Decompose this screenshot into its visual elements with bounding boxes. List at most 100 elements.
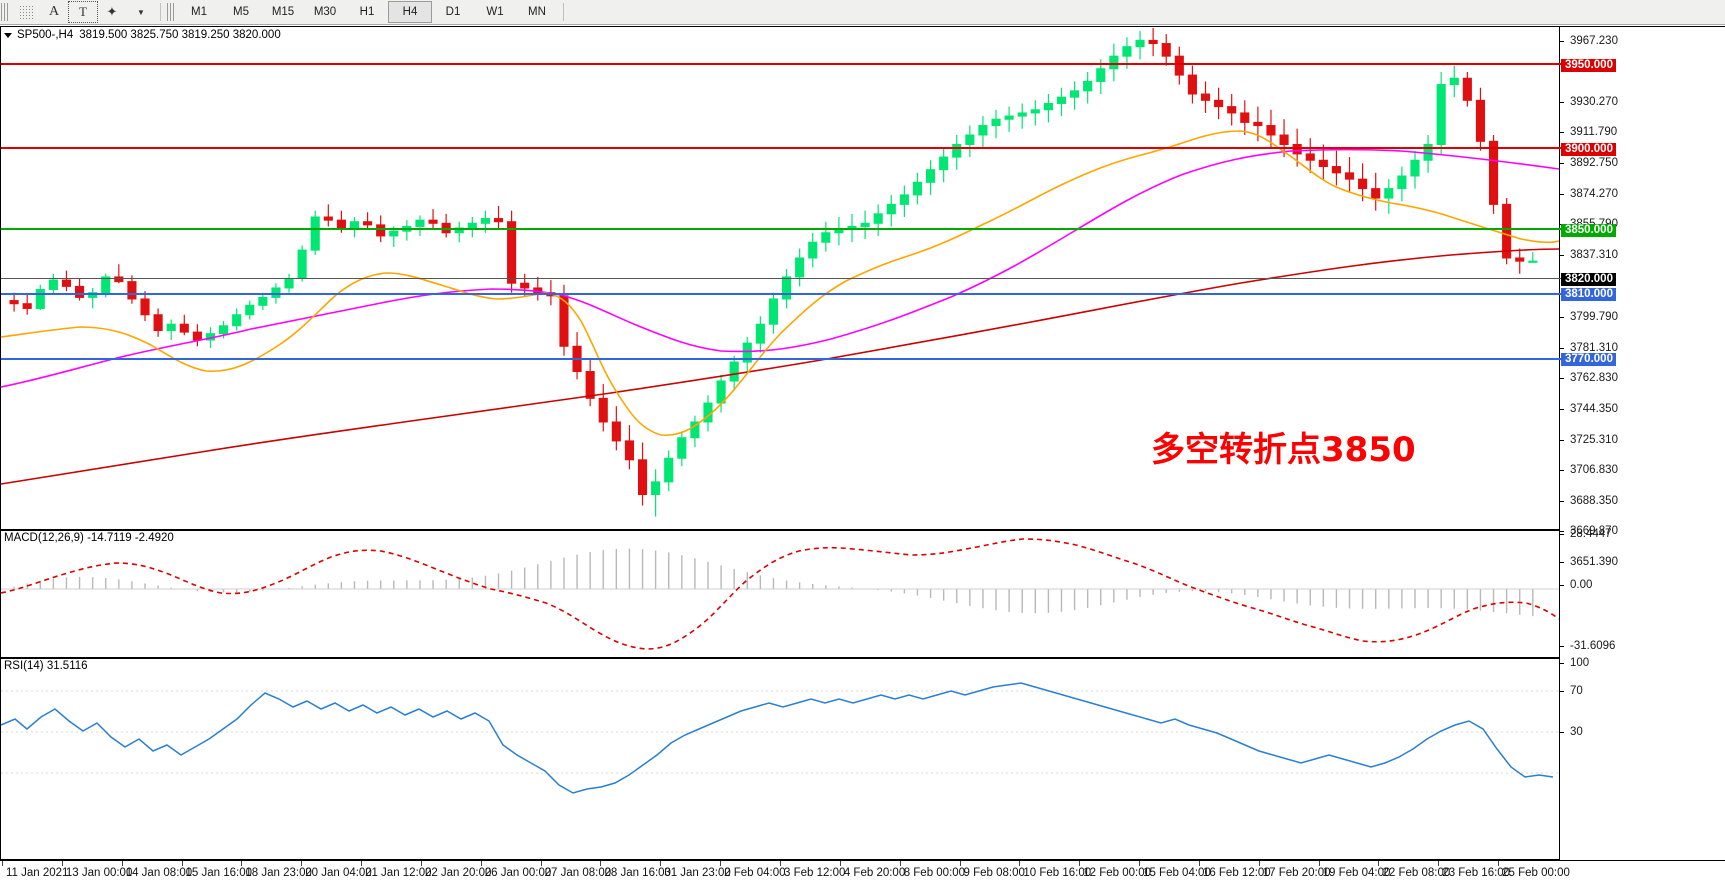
time-axis-tickmark-7 <box>420 861 422 866</box>
timeframe-m30[interactable]: M30 <box>313 6 337 18</box>
time-axis-tickmark-16 <box>959 861 961 866</box>
timeframe-w1[interactable]: W1 <box>486 6 504 18</box>
time-axis-label-20: 16 Feb 12:00 <box>1202 867 1271 879</box>
price-level-label-3770-000[interactable]: 3770.000 <box>1561 353 1616 366</box>
macd-axis-tick-1: 0.00 <box>1560 579 1725 592</box>
time-axis-label-1: 13 Jan 00:00 <box>65 867 133 879</box>
timeframe-h4[interactable]: H4 <box>388 1 432 23</box>
timeframe-m1[interactable]: M1 <box>191 6 207 18</box>
symbol-ohlc: 3819.500 3825.750 3819.250 3820.000 <box>79 29 281 41</box>
level-line-3850 <box>1 228 1561 230</box>
rsi-axis-tick-2: 30 <box>1560 726 1725 739</box>
time-axis-label-12: 2 Feb 04:00 <box>724 867 786 879</box>
price-chart-canvas <box>1 27 1559 517</box>
time-axis-label-15: 8 Feb 00:00 <box>903 867 966 879</box>
timeframe-d1[interactable]: D1 <box>445 6 461 18</box>
toolbar-divider-2 <box>563 3 564 21</box>
price-level-label-3820-000[interactable]: 3820.000 <box>1561 273 1616 286</box>
price-axis-tick-7: 3799.790 <box>1560 311 1725 324</box>
price-axis-tick-15: 3651.390 <box>1560 556 1725 569</box>
price-axis-tick-4: 3874.270 <box>1560 188 1725 201</box>
price-chart-pane[interactable]: 多空转折点3850 <box>0 26 1561 530</box>
symbol-name: SP500-,H4 <box>17 29 74 41</box>
time-axis-label-21: 17 Feb 20:00 <box>1262 867 1331 879</box>
time-axis-tickmark-25 <box>1498 861 1500 866</box>
price-axis-tick-13: 3688.350 <box>1560 495 1725 508</box>
level-line-3810 <box>1 293 1561 295</box>
time-axis-label-18: 12 Feb 00:00 <box>1083 867 1151 879</box>
time-axis-tickmark-17 <box>1019 861 1021 866</box>
rsi-indicator-label: RSI(14) 31.5116 <box>4 660 88 672</box>
symbol-info-bar: SP500-,H4 3819.500 3825.750 3819.250 382… <box>0 28 281 42</box>
time-axis-label-22: 19 Feb 04:00 <box>1322 867 1391 879</box>
time-axis-tickmark-1 <box>61 861 63 866</box>
price-axis-tick-0: 3967.230 <box>1560 35 1725 48</box>
text-box-tool-icon[interactable]: T <box>68 1 98 23</box>
objects-dropdown-icon[interactable]: ▼ <box>137 7 145 17</box>
macd-pane[interactable] <box>0 530 1560 658</box>
toolbar: A T ✦ ▼ M1 M5 M15 M30 H1 H4 D1 W1 MN <box>0 0 1725 25</box>
price-axis-tick-10: 3744.350 <box>1560 403 1725 416</box>
crosshair-grid-icon[interactable] <box>12 2 40 22</box>
price-level-label-3810-000[interactable]: 3810.000 <box>1561 288 1616 301</box>
timeframe-m5[interactable]: M5 <box>233 6 249 18</box>
time-axis-tickmark-13 <box>780 861 781 866</box>
time-axis-tickmark-2 <box>121 861 123 866</box>
time-axis-tickmark-22 <box>1318 861 1320 866</box>
rsi-axis-tick-1: 70 <box>1560 685 1725 698</box>
macd-canvas <box>1 538 1559 650</box>
price-level-label-3850-000[interactable]: 3850.000 <box>1561 224 1616 237</box>
price-axis-tick-8: 3781.310 <box>1560 342 1725 355</box>
time-axis-label-3: 15 Jan 16:00 <box>185 867 253 879</box>
time-axis-label-11: 31 Jan 23:00 <box>664 867 731 879</box>
macd-axis-tick-0: 28.4447 <box>1560 528 1725 541</box>
time-axis-label-16: 9 Feb 08:00 <box>963 867 1025 879</box>
time-axis-tickmark-15 <box>899 861 901 866</box>
time-axis-tickmark-9 <box>540 861 542 866</box>
timeframe-h1[interactable]: H1 <box>359 6 375 18</box>
price-axis-tick-2: 3911.790 <box>1560 126 1725 139</box>
time-axis-tickmark-0 <box>2 861 3 866</box>
rsi-canvas <box>1 682 1559 794</box>
time-axis-tickmark-23 <box>1378 861 1380 866</box>
timeframe-drag-handle[interactable] <box>167 3 176 21</box>
rsi-pane[interactable] <box>0 658 1560 860</box>
time-axis-label-2: 14 Jan 08:00 <box>125 867 193 879</box>
time-axis-label-14: 4 Feb 20:00 <box>843 867 906 879</box>
time-axis-tickmark-11 <box>660 861 662 866</box>
time-axis-label-6: 21 Jan 12:00 <box>365 867 432 879</box>
toolbar-drag-handle[interactable] <box>1 3 10 21</box>
timeframe-mn[interactable]: MN <box>528 6 546 18</box>
price-axis-tick-12: 3706.830 <box>1560 464 1725 477</box>
time-axis-label-25: 25 Feb 00:00 <box>1502 867 1570 879</box>
time-axis-tickmark-4 <box>241 861 243 866</box>
rsi-axis-tick-0: 100 <box>1560 657 1725 670</box>
text-tool-icon[interactable]: A <box>48 4 60 19</box>
time-axis-tickmark-3 <box>181 861 183 866</box>
collapse-triangle-icon[interactable] <box>4 32 12 38</box>
time-axis-tickmark-12 <box>720 861 722 866</box>
objects-tool-icon[interactable]: ✦ <box>106 4 118 19</box>
price-axis[interactable]: 3967.230 3930.270 3911.790 3892.750 3874.270… <box>1560 26 1725 862</box>
time-axis-label-24: 23 Feb 16:00 <box>1442 867 1511 879</box>
price-axis-tick-9: 3762.830 <box>1560 372 1725 385</box>
time-axis-tickmark-5 <box>301 861 303 866</box>
time-axis-label-5: 20 Jan 04:00 <box>305 867 372 879</box>
price-axis-tick-11: 3725.310 <box>1560 434 1725 447</box>
time-axis[interactable]: 11 Jan 2021 13 Jan 00:00 14 Jan 08:00 15 Ja… <box>0 860 1725 894</box>
level-line-3770 <box>1 358 1561 360</box>
time-axis-tickmark-18 <box>1079 861 1081 866</box>
price-level-label-3900-000[interactable]: 3900.000 <box>1561 143 1616 156</box>
macd-axis-tick-2: -31.6096 <box>1560 640 1725 653</box>
toolbar-divider <box>160 3 161 21</box>
time-axis-label-0: 11 Jan 2021 <box>6 867 69 879</box>
price-axis-tick-14: 3669.870 <box>1560 525 1725 538</box>
time-axis-label-23: 22 Feb 08:00 <box>1382 867 1451 879</box>
time-axis-tickmark-6 <box>361 861 363 866</box>
time-axis-label-9: 27 Jan 08:00 <box>544 867 612 879</box>
price-axis-tick-3: 3892.750 <box>1560 157 1725 170</box>
timeframe-m15[interactable]: M15 <box>271 6 295 18</box>
price-level-label-3950-000[interactable]: 3950.000 <box>1561 59 1616 72</box>
time-axis-label-13: 3 Feb 12:00 <box>784 867 846 879</box>
